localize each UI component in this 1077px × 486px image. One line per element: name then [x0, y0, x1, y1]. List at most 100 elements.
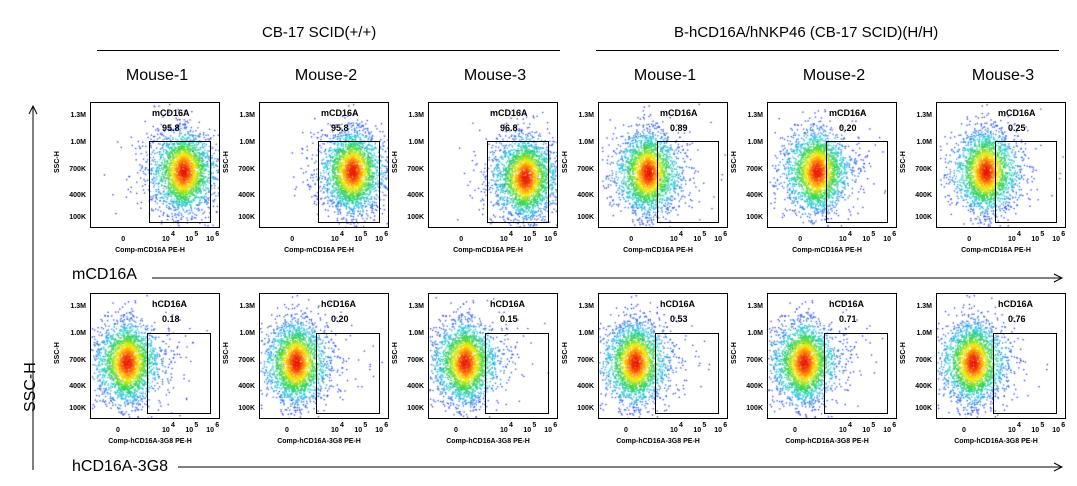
gate-name: mCD16A — [490, 108, 528, 118]
y-tick-label: 400K — [407, 191, 424, 199]
y-tick-label: 400K — [69, 191, 86, 199]
x-tick-exponent: 5 — [532, 422, 537, 429]
gate-box — [147, 333, 211, 414]
gate-name: mCD16A — [829, 108, 867, 118]
panel-x-label: Comp-mCD16A PE-H — [115, 247, 185, 254]
gate-name: hCD16A — [321, 299, 357, 309]
x-tick-exponent: 4 — [679, 422, 683, 429]
density-scatter — [599, 294, 727, 418]
x-tick-label: 0 — [962, 427, 966, 434]
y-tick-label: 100K — [915, 405, 932, 413]
y-tick-label: 100K — [407, 405, 424, 413]
panel-y-label: SSC-H — [562, 342, 569, 364]
gate-box — [993, 333, 1057, 414]
gate-percent: 0.20 — [839, 123, 857, 133]
x-tick-base: 10 — [839, 236, 847, 243]
x-tick-exponent: 5 — [194, 422, 199, 429]
x-tick-base: 10 — [544, 236, 552, 243]
x-tick-base: 10 — [1052, 427, 1060, 434]
y-tick-label: 1.0M — [578, 329, 594, 337]
x-tick-exponent: 5 — [871, 231, 876, 238]
y-axis-arrow — [28, 104, 38, 470]
density-scatter — [260, 103, 388, 227]
gate-percent: 96.8 — [500, 123, 518, 133]
y-tick-label: 100K — [238, 405, 255, 413]
gate-box — [655, 333, 719, 414]
gate-name: mCD16A — [998, 108, 1036, 118]
mouse-label: Mouse-1 — [125, 67, 189, 84]
x-tick-base: 10 — [206, 427, 214, 434]
panel-x-label: Comp-hCD16A-3G8 PE-H — [446, 438, 530, 445]
y-tick-label: 1.0M — [70, 138, 86, 146]
x-tick-base: 10 — [331, 427, 339, 434]
panel-x-label: Comp-mCD16A PE-H — [961, 247, 1031, 254]
y-tick-label: 700K — [577, 357, 594, 365]
x-tick-exponent: 6 — [1061, 422, 1066, 429]
y-tick-label: 1.3M — [408, 303, 424, 311]
x-tick-exponent: 4 — [679, 231, 683, 238]
y-tick-label: 1.0M — [916, 329, 932, 337]
x-tick-base: 10 — [523, 427, 532, 434]
y-tick-label: 700K — [407, 357, 424, 365]
gate-name: mCD16A — [660, 108, 698, 118]
gate-box — [318, 141, 380, 223]
panel-y-label: SSC-H — [900, 342, 907, 364]
y-tick-label: 1.3M — [916, 303, 932, 311]
y-tick-label: 100K — [746, 405, 763, 413]
y-tick-label: 400K — [577, 382, 594, 390]
y-tick-label: 400K — [746, 382, 763, 390]
gate-percent: 0.20 — [331, 314, 349, 324]
y-tick-label: 1.0M — [578, 138, 594, 146]
x-tick-base: 10 — [670, 427, 678, 434]
x-tick-exponent: 4 — [171, 422, 175, 429]
x-tick-base: 10 — [500, 427, 508, 434]
x-tick-exponent: 6 — [1061, 231, 1066, 238]
panel-y-label: SSC-H — [223, 151, 230, 173]
density-scatter — [429, 103, 557, 227]
y-tick-label: 400K — [238, 191, 255, 199]
x-tick-base: 10 — [1008, 236, 1016, 243]
x-tick-exponent: 5 — [532, 231, 537, 238]
y-tick-label: 1.3M — [239, 112, 255, 120]
gate-name: mCD16A — [152, 108, 190, 118]
y-tick-label: 700K — [915, 166, 932, 174]
gate-percent: 0.89 — [670, 123, 688, 133]
y-tick-label: 1.3M — [747, 303, 763, 311]
group-title: CB-17 SCID(+/+) — [262, 24, 377, 41]
x-tick-base: 10 — [1052, 236, 1060, 243]
y-tick-label: 1.0M — [70, 329, 86, 337]
y-tick-label: 100K — [407, 214, 424, 222]
x-tick-label: 0 — [459, 236, 464, 243]
x-tick-base: 10 — [185, 236, 194, 243]
panel-x-label: Comp-mCD16A PE-H — [453, 247, 523, 254]
x-tick-exponent: 6 — [892, 422, 897, 429]
panel-x-label: Comp-mCD16A PE-H — [623, 247, 693, 254]
gate-name: mCD16A — [321, 108, 359, 118]
row-label: hCD16A-3G8 — [72, 458, 169, 475]
x-tick-exponent: 5 — [363, 231, 368, 238]
panel-y-label: SSC-H — [54, 342, 61, 364]
panel-y-label: SSC-H — [731, 342, 738, 364]
panel-y-label: SSC-H — [392, 342, 399, 364]
density-scatter — [599, 103, 727, 227]
y-tick-label: 700K — [577, 166, 594, 174]
x-tick-exponent: 4 — [1017, 422, 1021, 429]
y-tick-label: 1.0M — [408, 138, 424, 146]
x-tick-label: 0 — [798, 236, 803, 243]
y-tick-label: 100K — [915, 214, 932, 222]
x-tick-base: 10 — [162, 236, 170, 243]
density-scatter — [768, 294, 896, 418]
y-tick-label: 100K — [238, 214, 255, 222]
gate-box — [487, 141, 549, 223]
y-tick-label: 400K — [577, 191, 594, 199]
y-axis-title: SSC-H — [22, 362, 39, 412]
panel-x-label: Comp-mCD16A PE-H — [284, 247, 354, 254]
x-tick-exponent: 4 — [340, 422, 344, 429]
x-tick-exponent: 6 — [384, 422, 389, 429]
gate-box — [995, 141, 1057, 223]
panel-y-label: SSC-H — [223, 342, 230, 364]
row-label: mCD16A — [72, 266, 137, 283]
gate-percent: 0.53 — [670, 314, 688, 324]
density-scatter — [937, 294, 1065, 418]
y-tick-label: 700K — [746, 357, 763, 365]
